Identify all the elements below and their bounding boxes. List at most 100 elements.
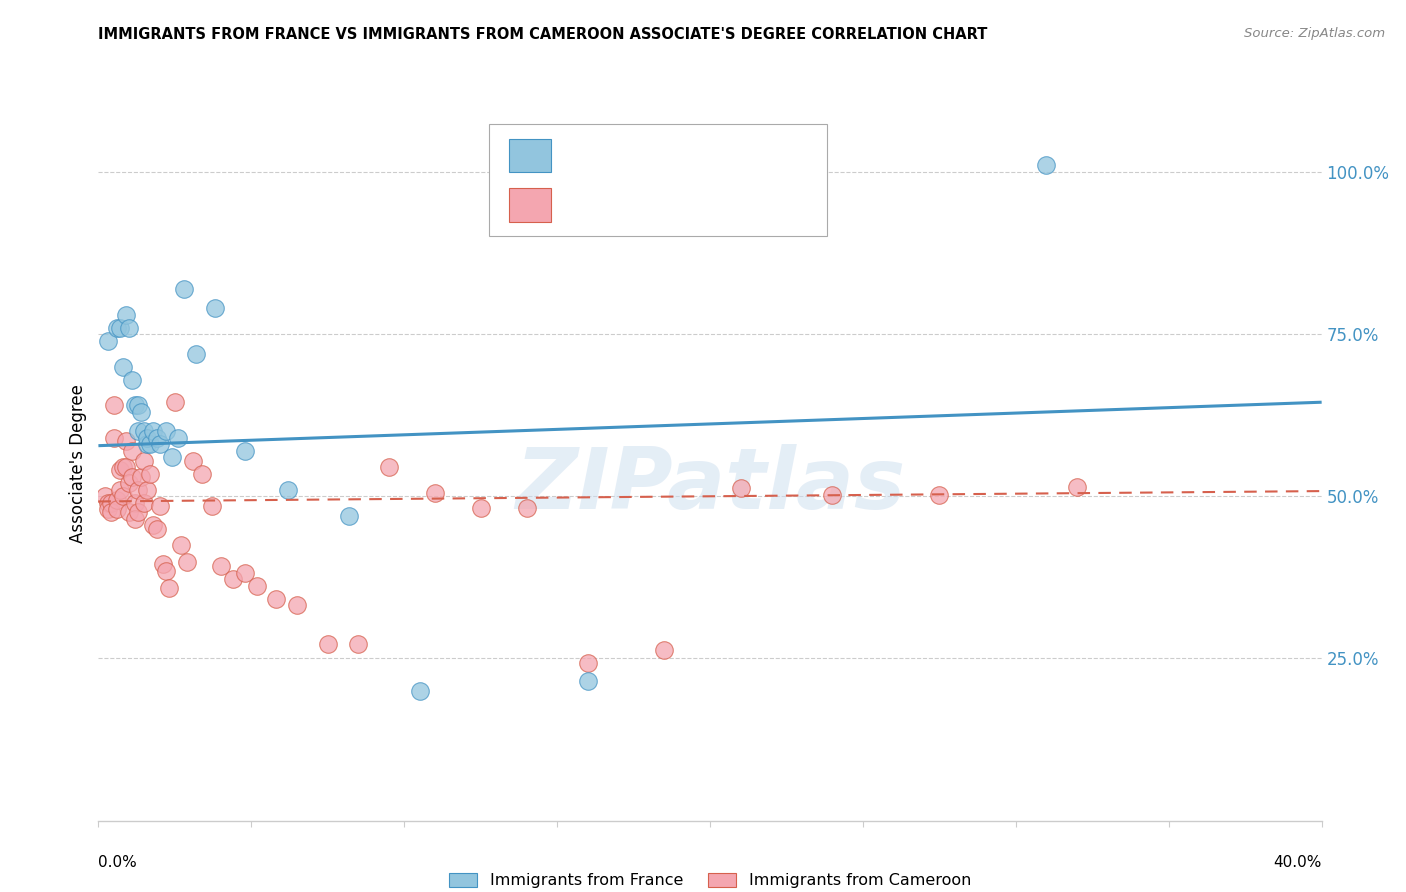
Point — [115, 308, 138, 322]
Point — [139, 437, 162, 451]
Point — [167, 431, 190, 445]
Point — [103, 399, 125, 413]
Text: IMMIGRANTS FROM FRANCE VS IMMIGRANTS FROM CAMEROON ASSOCIATE'S DEGREE CORRELATIO: IMMIGRANTS FROM FRANCE VS IMMIGRANTS FRO… — [98, 27, 988, 42]
Point — [115, 434, 138, 449]
Point — [347, 637, 370, 651]
Point — [127, 399, 149, 413]
Text: N =: N = — [650, 150, 702, 168]
Point — [142, 425, 165, 439]
Text: 0.025: 0.025 — [599, 150, 651, 168]
Point — [108, 463, 131, 477]
Point — [378, 460, 401, 475]
Point — [127, 506, 149, 520]
Point — [204, 301, 226, 315]
Point — [129, 405, 152, 419]
Point — [246, 579, 269, 593]
Point — [118, 476, 141, 491]
Text: ZIPatlas: ZIPatlas — [515, 443, 905, 527]
Point — [821, 488, 844, 502]
Point — [264, 591, 287, 606]
Point — [118, 320, 141, 334]
Text: 0.0%: 0.0% — [98, 855, 138, 870]
Point — [134, 425, 156, 439]
Text: 40.0%: 40.0% — [1274, 855, 1322, 870]
Point — [136, 431, 159, 445]
Point — [160, 450, 183, 465]
Point — [233, 566, 256, 580]
Point — [100, 496, 122, 510]
Point — [118, 506, 141, 520]
Point — [129, 470, 152, 484]
Point — [730, 482, 752, 496]
Point — [408, 684, 430, 698]
Point — [111, 460, 134, 475]
Point — [136, 437, 159, 451]
Point — [124, 512, 146, 526]
Point — [124, 399, 146, 413]
Point — [100, 506, 122, 520]
Point — [1035, 158, 1057, 172]
Point — [145, 522, 167, 536]
Point — [170, 538, 193, 552]
Point — [191, 467, 214, 481]
Point — [157, 582, 180, 596]
Legend: Immigrants from France, Immigrants from Cameroon: Immigrants from France, Immigrants from … — [443, 866, 977, 892]
Point — [108, 320, 131, 334]
Text: 58: 58 — [697, 200, 720, 218]
Point — [121, 470, 143, 484]
Point — [149, 499, 172, 513]
Text: N =: N = — [650, 200, 702, 218]
Point — [93, 489, 115, 503]
Point — [337, 508, 360, 523]
Point — [134, 496, 156, 510]
Point — [97, 502, 120, 516]
Point — [576, 674, 599, 689]
Text: R =: R = — [561, 150, 596, 168]
Point — [285, 599, 308, 613]
Point — [105, 502, 128, 516]
Point — [145, 431, 167, 445]
Point — [97, 334, 120, 348]
Point — [233, 443, 256, 458]
Point — [127, 483, 149, 497]
Text: Source: ZipAtlas.com: Source: ZipAtlas.com — [1244, 27, 1385, 40]
Point — [173, 282, 195, 296]
Point — [136, 483, 159, 497]
Text: R =: R = — [561, 200, 596, 218]
Point — [186, 346, 208, 360]
Point — [111, 489, 134, 503]
Point — [97, 496, 120, 510]
Point — [652, 643, 675, 657]
Point — [121, 443, 143, 458]
Point — [108, 483, 131, 497]
Point — [103, 431, 125, 445]
Point — [423, 486, 446, 500]
Point — [163, 395, 186, 409]
Point — [105, 320, 128, 334]
Point — [105, 492, 128, 507]
Point — [316, 637, 339, 651]
Point — [152, 558, 174, 572]
Point — [176, 556, 198, 570]
Point — [124, 496, 146, 510]
Point — [470, 500, 492, 515]
Text: 0.033: 0.033 — [599, 200, 651, 218]
Point — [115, 460, 138, 475]
Point — [516, 500, 538, 515]
Point — [139, 467, 162, 481]
Y-axis label: Associate's Degree: Associate's Degree — [69, 384, 87, 543]
Point — [155, 564, 177, 578]
Point — [142, 518, 165, 533]
Point — [928, 488, 950, 502]
Point — [121, 372, 143, 386]
Point — [149, 437, 172, 451]
Point — [576, 656, 599, 670]
Point — [1066, 479, 1088, 493]
Point — [277, 483, 299, 497]
Point — [134, 453, 156, 467]
Point — [127, 425, 149, 439]
Point — [200, 499, 222, 513]
Point — [155, 425, 177, 439]
Point — [222, 572, 245, 586]
Point — [111, 359, 134, 374]
